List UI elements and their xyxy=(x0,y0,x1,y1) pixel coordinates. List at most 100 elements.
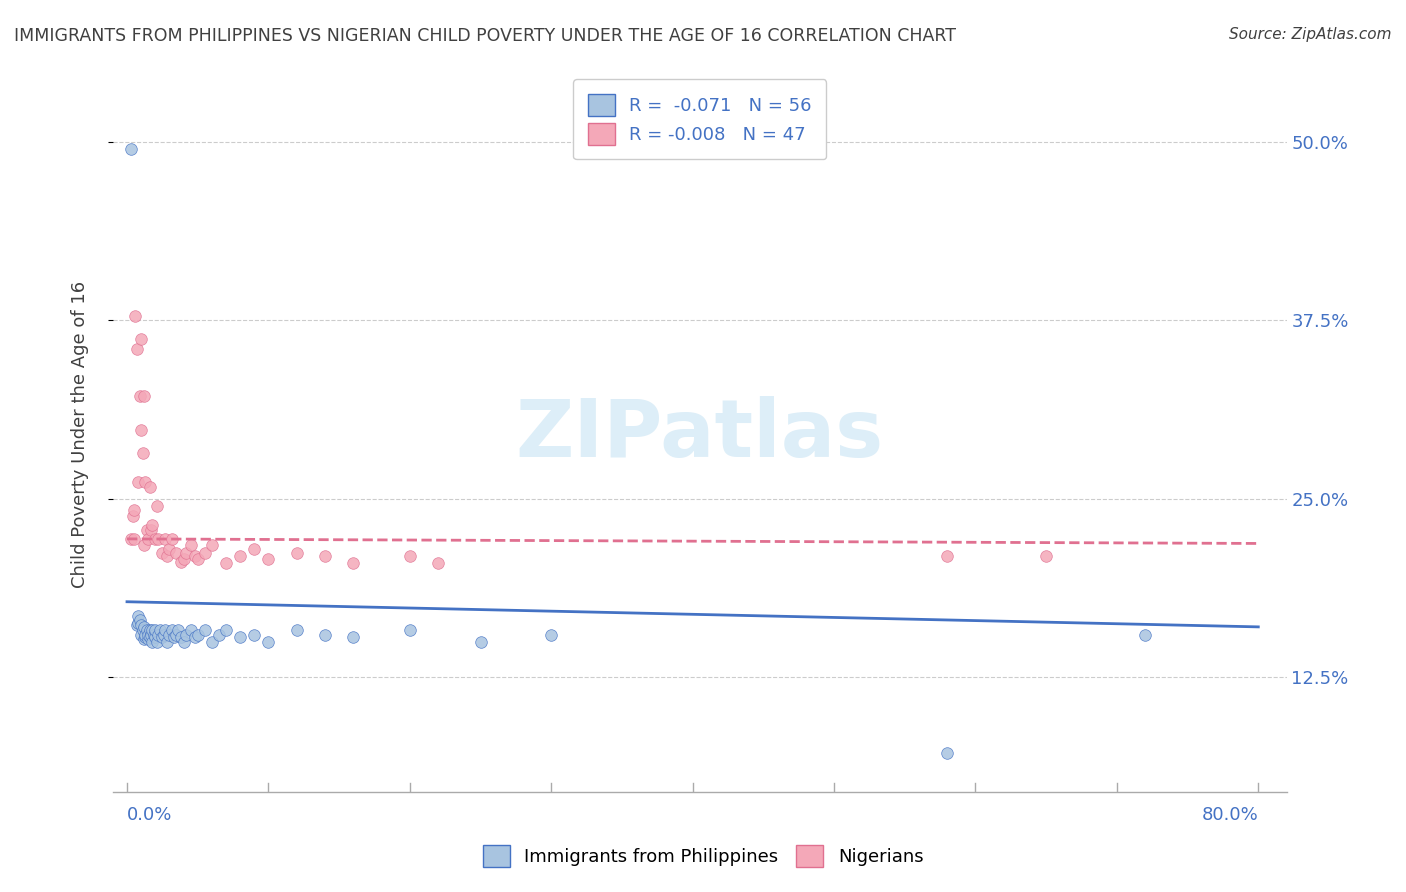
Text: Source: ZipAtlas.com: Source: ZipAtlas.com xyxy=(1229,27,1392,42)
Point xyxy=(157,541,180,556)
Point xyxy=(145,634,167,648)
Point xyxy=(136,632,159,646)
Point xyxy=(314,627,336,641)
Point xyxy=(285,546,308,560)
Point xyxy=(127,609,149,624)
Point xyxy=(173,634,195,648)
Point xyxy=(176,627,198,641)
Point xyxy=(170,631,193,645)
Point xyxy=(139,627,162,641)
Point xyxy=(153,532,176,546)
Point xyxy=(132,389,155,403)
Point xyxy=(128,389,150,403)
Point xyxy=(176,546,198,560)
Point xyxy=(135,524,157,538)
Legend: Immigrants from Philippines, Nigerians: Immigrants from Philippines, Nigerians xyxy=(475,838,931,874)
Point xyxy=(166,546,188,560)
Point xyxy=(184,549,207,563)
Point xyxy=(120,142,142,156)
Point xyxy=(162,624,184,638)
Point xyxy=(143,532,166,546)
Point xyxy=(194,546,217,560)
Text: 0.0%: 0.0% xyxy=(127,806,173,824)
Point xyxy=(257,634,280,648)
Point xyxy=(163,631,186,645)
Point xyxy=(124,309,146,323)
Point xyxy=(155,549,177,563)
Point xyxy=(141,624,163,638)
Point xyxy=(173,552,195,566)
Point xyxy=(138,631,160,645)
Point xyxy=(138,624,160,638)
Point xyxy=(125,342,148,356)
Point xyxy=(342,631,364,645)
Point xyxy=(470,634,492,648)
Point xyxy=(145,499,167,513)
Point xyxy=(398,549,420,563)
Point xyxy=(141,634,163,648)
Point xyxy=(146,627,169,641)
Point xyxy=(398,624,420,638)
Text: ZIPatlas: ZIPatlas xyxy=(516,395,884,474)
Point xyxy=(157,627,180,641)
Point xyxy=(136,627,159,641)
Point xyxy=(139,524,162,538)
Point xyxy=(229,631,252,645)
Point xyxy=(148,624,170,638)
Point xyxy=(127,616,149,631)
Point xyxy=(129,423,152,437)
Point xyxy=(138,480,160,494)
Point xyxy=(132,632,155,646)
Point xyxy=(134,627,156,641)
Point xyxy=(936,746,959,760)
Point xyxy=(127,475,149,489)
Point xyxy=(142,627,165,641)
Point xyxy=(1133,627,1156,641)
Point xyxy=(120,532,142,546)
Point xyxy=(285,624,308,638)
Point xyxy=(427,556,450,570)
Point xyxy=(152,627,174,641)
Point xyxy=(170,555,193,569)
Point xyxy=(129,617,152,632)
Point xyxy=(187,552,209,566)
Point xyxy=(143,631,166,645)
Point xyxy=(155,634,177,648)
Point xyxy=(150,631,173,645)
Point xyxy=(141,517,163,532)
Point xyxy=(146,532,169,546)
Point xyxy=(540,627,562,641)
Point xyxy=(131,624,153,638)
Point xyxy=(153,624,176,638)
Point xyxy=(166,627,188,641)
Point xyxy=(131,446,153,460)
Point xyxy=(208,627,231,641)
Point xyxy=(184,631,207,645)
Point xyxy=(201,634,224,648)
Point xyxy=(132,538,155,552)
Text: 80.0%: 80.0% xyxy=(1202,806,1258,824)
Point xyxy=(257,552,280,566)
Point xyxy=(342,556,364,570)
Point xyxy=(314,549,336,563)
Point xyxy=(215,556,238,570)
Point xyxy=(136,532,159,546)
Point xyxy=(215,624,238,638)
Point xyxy=(194,624,217,638)
Point xyxy=(135,624,157,638)
Point xyxy=(229,549,252,563)
Point xyxy=(180,624,202,638)
Point xyxy=(936,549,959,563)
Point xyxy=(180,538,202,552)
Point xyxy=(167,624,190,638)
Point xyxy=(1035,549,1057,563)
Point xyxy=(134,631,156,645)
Point xyxy=(122,503,145,517)
Y-axis label: Child Poverty Under the Age of 16: Child Poverty Under the Age of 16 xyxy=(72,281,89,588)
Point xyxy=(243,541,266,556)
Point xyxy=(122,532,145,546)
Point xyxy=(121,509,143,524)
Point xyxy=(143,624,166,638)
Point xyxy=(132,620,155,634)
Point xyxy=(129,627,152,641)
